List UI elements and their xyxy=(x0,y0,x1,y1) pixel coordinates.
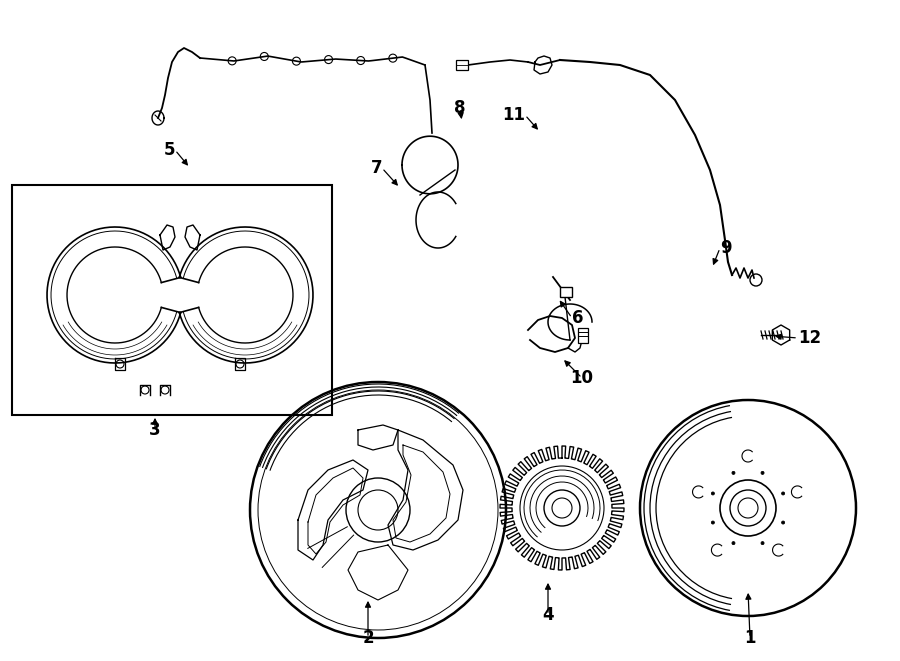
Circle shape xyxy=(781,492,785,495)
Text: 10: 10 xyxy=(571,369,593,387)
Text: 8: 8 xyxy=(454,99,466,117)
Circle shape xyxy=(711,492,715,495)
Text: 1: 1 xyxy=(744,629,756,647)
Circle shape xyxy=(761,541,764,545)
Bar xyxy=(12,185,332,415)
Circle shape xyxy=(732,471,735,475)
Text: 2: 2 xyxy=(362,629,374,647)
Circle shape xyxy=(761,471,764,475)
Text: 6: 6 xyxy=(572,309,583,327)
Bar xyxy=(578,328,588,343)
Circle shape xyxy=(711,521,715,524)
Text: 3: 3 xyxy=(149,421,161,439)
Bar xyxy=(560,287,572,297)
Text: 4: 4 xyxy=(542,606,554,624)
Bar xyxy=(456,60,468,70)
Text: 9: 9 xyxy=(720,239,732,257)
Circle shape xyxy=(732,541,735,545)
Circle shape xyxy=(781,521,785,524)
Text: 11: 11 xyxy=(502,106,525,124)
Text: 12: 12 xyxy=(798,329,821,347)
Text: 7: 7 xyxy=(371,159,382,177)
Text: 5: 5 xyxy=(164,141,175,159)
